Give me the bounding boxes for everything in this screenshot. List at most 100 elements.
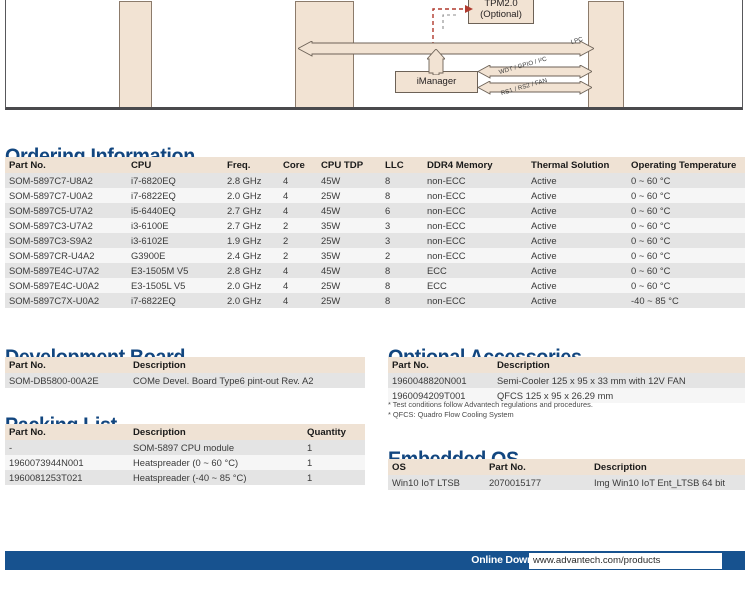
- cell-llc: 8: [381, 293, 423, 308]
- cell-temp: 0 ~ 60 °C: [627, 248, 745, 263]
- cell-part-no: 1960073944N001: [5, 455, 129, 470]
- block-diagram: TPM2.0 (Optional) iManager LPC WDT / GPI…: [5, 0, 743, 110]
- col-part-no: Part No.: [5, 424, 129, 440]
- cell-tdp: 45W: [317, 203, 381, 218]
- cell-part-no: 1960048820N001: [388, 373, 493, 388]
- col-quantity: Quantity: [303, 424, 365, 440]
- table-header-row: Part No. Description Quantity: [5, 424, 365, 440]
- cell-cpu: E3-1505M V5: [127, 263, 223, 278]
- cell-quantity: 1: [303, 470, 365, 485]
- col-description: Description: [129, 424, 303, 440]
- cell-description: QFCS 125 x 95 x 26.29 mm: [493, 388, 745, 403]
- col-operating-temperature: Operating Temperature: [627, 157, 745, 173]
- cell-tdp: 45W: [317, 173, 381, 188]
- col-part-no: Part No.: [5, 157, 127, 173]
- table-row: SOM-5897C7-U0A2 i7-6822EQ 2.0 GHz 4 25W 8 non-…: [5, 188, 745, 203]
- cell-llc: 8: [381, 263, 423, 278]
- cell-part-no: SOM-5897CR-U4A2: [5, 248, 127, 263]
- cell-memory: non-ECC: [423, 188, 527, 203]
- cell-freq: 2.0 GHz: [223, 188, 279, 203]
- table-row: SOM-5897C7-U8A2 i7-6820EQ 2.8 GHz 4 45W 8 non-…: [5, 173, 745, 188]
- cell-os: Win10 IoT LTSB: [388, 475, 485, 490]
- cell-cpu: i5-6440EQ: [127, 203, 223, 218]
- table-row: 1960048820N001 Semi-Cooler 125 x 95 x 33 …: [388, 373, 745, 388]
- cell-core: 4: [279, 188, 317, 203]
- cell-part-no: 1960094209T001: [388, 388, 493, 403]
- cell-temp: 0 ~ 60 °C: [627, 233, 745, 248]
- cell-description: SOM-5897 CPU module: [129, 440, 303, 455]
- cell-llc: 8: [381, 188, 423, 203]
- cell-cpu: E3-1505L V5: [127, 278, 223, 293]
- diagram-block-left-connector: [119, 1, 152, 107]
- col-description: Description: [590, 459, 745, 475]
- cell-memory: ECC: [423, 263, 527, 278]
- table-row: SOM-5897C3-S9A2 i3-6102E 1.9 GHz 2 25W 3 non-E…: [5, 233, 745, 248]
- cell-part-no: SOM-5897C7-U0A2: [5, 188, 127, 203]
- cell-freq: 2.8 GHz: [223, 263, 279, 278]
- table-row: SOM-5897C7X-U0A2 i7-6822EQ 2.0 GHz 4 25W 8 non…: [5, 293, 745, 308]
- col-description: Description: [493, 357, 745, 373]
- optional-accessories-table: Part No. Description 1960048820N001 Semi-…: [388, 357, 745, 403]
- cell-temp: 0 ~ 60 °C: [627, 263, 745, 278]
- tpm-module-box: TPM2.0 (Optional): [468, 0, 534, 24]
- col-description: Description: [129, 357, 365, 373]
- table-header-row: Part No. Description: [388, 357, 745, 373]
- cell-cpu: i3-6102E: [127, 233, 223, 248]
- cell-part-no: 2070015177: [485, 475, 590, 490]
- cell-freq: 2.7 GHz: [223, 203, 279, 218]
- cell-part-no: SOM-5897C3-U7A2: [5, 218, 127, 233]
- online-download-url[interactable]: www.advantech.com/products: [529, 552, 722, 569]
- cell-memory: non-ECC: [423, 218, 527, 233]
- cell-part-no: SOM-5897C7X-U0A2: [5, 293, 127, 308]
- cell-core: 2: [279, 218, 317, 233]
- cell-part-no: -: [5, 440, 129, 455]
- cell-core: 4: [279, 203, 317, 218]
- cell-part-no: SOM-DB5800-00A2E: [5, 373, 129, 388]
- cell-core: 4: [279, 278, 317, 293]
- col-part-no: Part No.: [388, 357, 493, 373]
- cell-part-no: SOM-5897C5-U7A2: [5, 203, 127, 218]
- cell-thermal: Active: [527, 293, 627, 308]
- cell-core: 4: [279, 293, 317, 308]
- col-ddr4-memory: DDR4 Memory: [423, 157, 527, 173]
- cell-temp: -40 ~ 85 °C: [627, 293, 745, 308]
- table-row: SOM-DB5800-00A2E COMe Devel. Board Type6…: [5, 373, 365, 388]
- cell-core: 4: [279, 263, 317, 278]
- cell-thermal: Active: [527, 218, 627, 233]
- cell-tdp: 45W: [317, 263, 381, 278]
- col-cpu-tdp: CPU TDP: [317, 157, 381, 173]
- cell-memory: non-ECC: [423, 248, 527, 263]
- imanager-label: iManager: [416, 76, 457, 87]
- cell-llc: 3: [381, 233, 423, 248]
- cell-core: 4: [279, 173, 317, 188]
- cell-llc: 8: [381, 173, 423, 188]
- cell-thermal: Active: [527, 248, 627, 263]
- cell-llc: 8: [381, 278, 423, 293]
- cell-memory: non-ECC: [423, 173, 527, 188]
- cell-temp: 0 ~ 60 °C: [627, 188, 745, 203]
- table-row: SOM-5897E4C-U0A2 E3-1505L V5 2.0 GHz 4 25W 8 E…: [5, 278, 745, 293]
- cell-memory: non-ECC: [423, 233, 527, 248]
- cell-core: 2: [279, 248, 317, 263]
- col-core: Core: [279, 157, 317, 173]
- col-part-no: Part No.: [485, 459, 590, 475]
- col-os: OS: [388, 459, 485, 475]
- col-thermal-solution: Thermal Solution: [527, 157, 627, 173]
- table-row: SOM-5897C3-U7A2 i3-6100E 2.7 GHz 2 35W 3 non-E…: [5, 218, 745, 233]
- cell-description: Heatspreader (0 ~ 60 °C): [129, 455, 303, 470]
- cell-freq: 2.0 GHz: [223, 293, 279, 308]
- cell-core: 2: [279, 233, 317, 248]
- cell-memory: non-ECC: [423, 293, 527, 308]
- diagram-block-soc: [588, 1, 624, 107]
- cell-freq: 2.7 GHz: [223, 218, 279, 233]
- tpm-dashed-connector-icon: [432, 5, 473, 46]
- lpc-bus-arrow-icon: [298, 41, 594, 57]
- cell-temp: 0 ~ 60 °C: [627, 218, 745, 233]
- cell-llc: 3: [381, 218, 423, 233]
- cell-quantity: 1: [303, 440, 365, 455]
- cell-thermal: Active: [527, 203, 627, 218]
- cell-thermal: Active: [527, 263, 627, 278]
- cell-llc: 2: [381, 248, 423, 263]
- cell-memory: non-ECC: [423, 203, 527, 218]
- cell-description: Img Win10 IoT Ent_LTSB 64 bit: [590, 475, 745, 490]
